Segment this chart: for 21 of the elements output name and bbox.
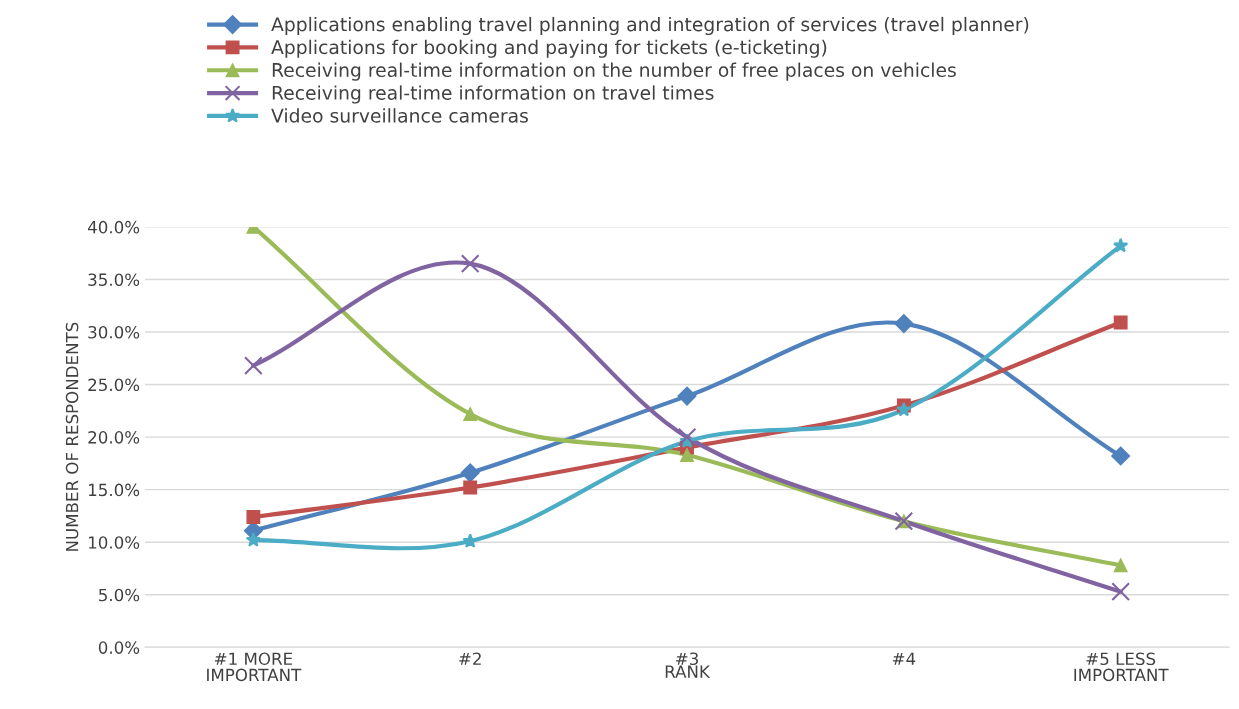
y-tick-label: 30.0%: [88, 325, 140, 339]
legend-label: Receiving real-time information on travel times: [272, 85, 714, 104]
y-tick-label: 15.0%: [88, 483, 140, 497]
x-tick-label: #5 LESS IMPORTANT: [1074, 652, 1169, 682]
legend-label: Video surveillance cameras: [271, 108, 528, 123]
x-tick-label: #3: [676, 652, 698, 666]
y-tick-label: 35.0%: [88, 273, 140, 286]
legend-label: Applications for booking and paying for tickets (e-ticketing): [271, 39, 827, 58]
y-tick-label: 0.0%: [98, 641, 140, 654]
y-tick-label: 20.0%: [88, 431, 140, 444]
x-tick-label: #4: [892, 652, 916, 665]
x-tick-label: #2: [459, 652, 481, 665]
legend-label: Applications enabling travel planning and integration of services (travel planner): [271, 16, 1029, 36]
y-tick-label: 5.0%: [99, 588, 140, 602]
y-axis-title: NUMBER OF RESPONDENTS: [65, 322, 79, 551]
y-tick-label: 25.0%: [88, 378, 140, 392]
legend-label: Receiving real-time information on the number of free places on vehicles: [272, 62, 956, 81]
x-tick-label: #1 MORE IMPORTANT: [207, 652, 302, 682]
y-tick-label: 10.0%: [88, 536, 140, 549]
x-axis-title: RANK: [665, 665, 711, 678]
y-tick-label: 40.0%: [87, 220, 140, 234]
